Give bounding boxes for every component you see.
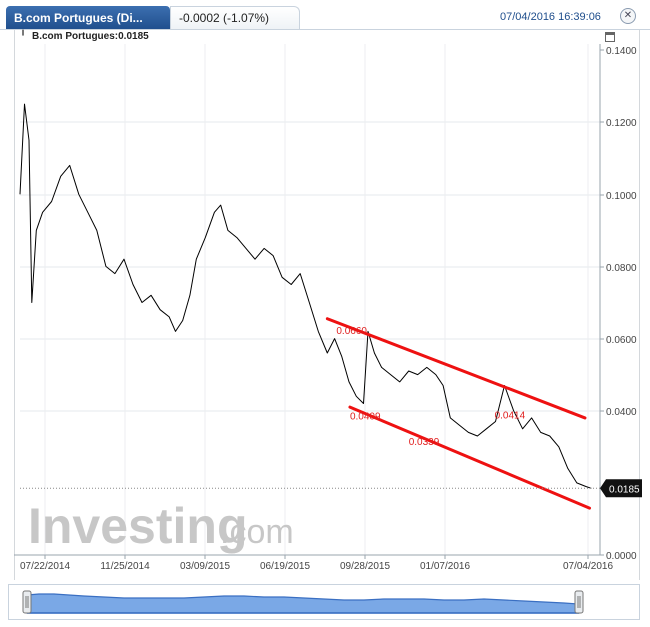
price-annotation: 0.0409 (350, 412, 381, 423)
price-annotation: 0.0414 (495, 411, 526, 422)
investing-watermark: Investing .com (28, 498, 294, 554)
price-series-line (19, 103, 592, 489)
x-tick-label: 06/19/2015 (260, 561, 310, 572)
restore-window-icon[interactable] (605, 32, 615, 42)
chart-header: B.com Portugues (Di... -0.0002 (-1.07%) … (0, 0, 650, 30)
legend-text: B.com Portugues:0.0185 (32, 31, 149, 42)
last-value-badge (600, 479, 642, 498)
watermark-suffix: .com (220, 513, 294, 551)
x-tick-label: 09/28/2015 (340, 561, 390, 572)
navigator-right-handle[interactable] (574, 590, 584, 614)
y-tick-label: 0.1200 (606, 118, 637, 129)
channel-upper-line (325, 317, 587, 420)
last-value-label: 0.0185 (609, 484, 640, 495)
x-tick-label: 01/07/2016 (420, 561, 470, 572)
price-change-tab: -0.0002 (-1.07%) (170, 6, 300, 30)
x-tick-label: 07/22/2014 (20, 561, 70, 572)
y-tick-label: 0.0800 (606, 263, 637, 274)
annotations: 0.0660 0.0409 0.0339 0.0414 (336, 326, 525, 448)
series-group (19, 103, 592, 489)
navigator-area (26, 593, 580, 614)
last-value-marker: 0.0185 (20, 479, 642, 498)
trend-channel[interactable] (325, 317, 591, 510)
y-tick-label: 0.1400 (606, 46, 637, 57)
y-tick-label: 0.0600 (606, 335, 637, 346)
x-tick-label: 03/09/2015 (180, 561, 230, 572)
x-tick-label: 11/25/2014 (100, 561, 150, 572)
x-tick-label: 07/04/2016 (563, 561, 613, 572)
grid-lines (20, 44, 600, 555)
price-annotation: 0.0339 (409, 437, 440, 448)
price-annotation: 0.0660 (336, 326, 367, 337)
navigator-svg (22, 590, 584, 614)
y-tick-label: 0.0000 (606, 551, 637, 562)
instrument-title-tab[interactable]: B.com Portugues (Di... (6, 6, 170, 30)
watermark-brand: Investing (28, 498, 247, 554)
timestamp: 07/04/2016 16:39:06 (500, 11, 601, 23)
channel-lower-line (348, 405, 591, 510)
y-axis: 0.1400 0.1200 0.1000 0.0800 0.0600 0.0400 0.00… (599, 44, 637, 562)
y-tick-label: 0.0400 (606, 407, 637, 418)
header-divider (0, 29, 650, 30)
close-icon[interactable]: ✕ (620, 8, 636, 24)
series-legend: ╹ B.com Portugues:0.0185 (20, 31, 149, 42)
x-axis: 07/22/2014 11/25/2014 03/09/2015 06/19/2015… (14, 554, 613, 572)
y-tick-label: 0.1000 (606, 191, 637, 202)
navigator-left-handle[interactable] (22, 590, 32, 614)
range-navigator[interactable] (8, 584, 640, 620)
cursor-icon: ╹ (20, 31, 27, 42)
chart-frame (14, 30, 640, 580)
